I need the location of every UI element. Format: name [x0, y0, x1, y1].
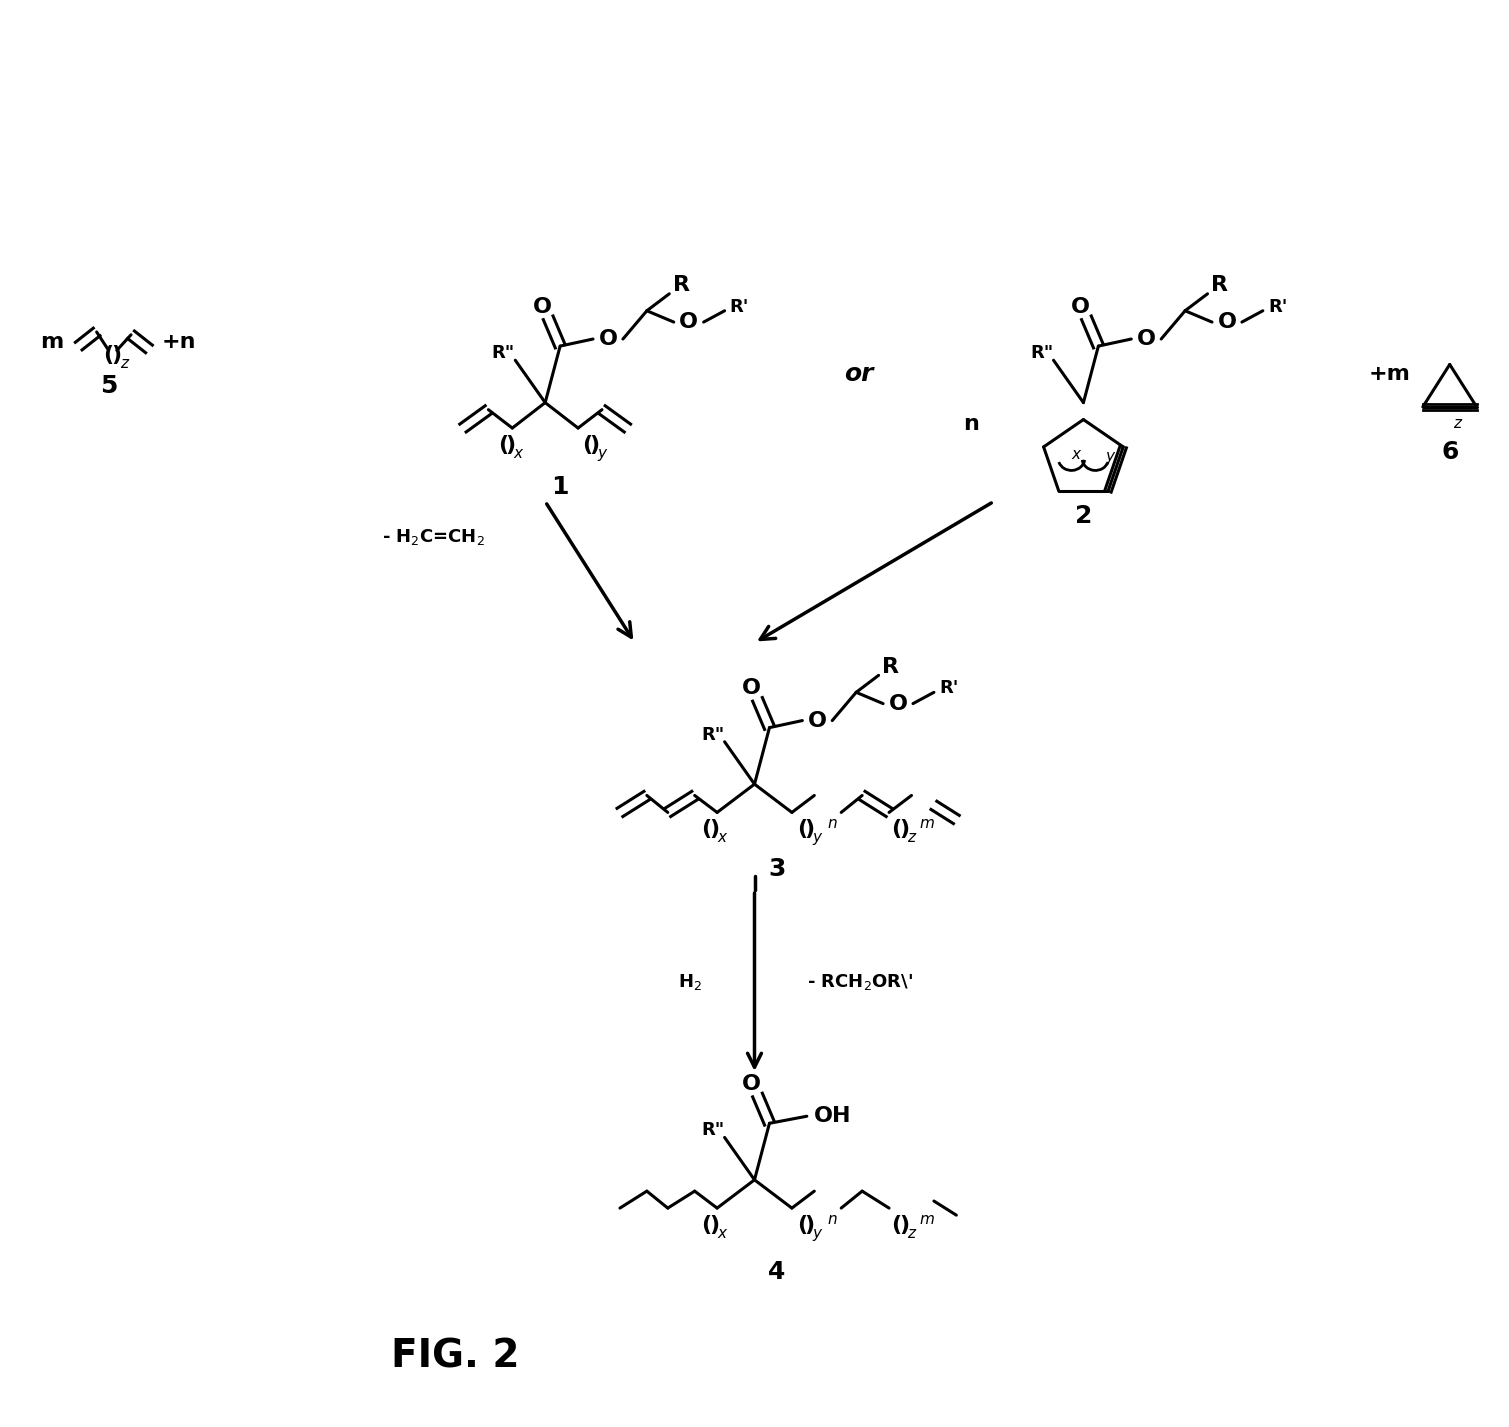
Text: y: y [598, 447, 607, 461]
Text: n: n [963, 414, 979, 434]
Text: - RCH$_2$OR\': - RCH$_2$OR\' [807, 972, 913, 992]
Text: O: O [742, 678, 761, 698]
Text: y: y [813, 831, 822, 845]
Text: (: ( [702, 1214, 712, 1234]
Text: R': R' [730, 297, 750, 315]
Text: O: O [1071, 297, 1089, 317]
Text: O: O [1218, 313, 1236, 332]
Text: or: or [845, 362, 874, 387]
Text: n: n [827, 816, 837, 831]
Text: R: R [883, 656, 899, 676]
Text: z: z [907, 1226, 916, 1241]
Text: ): ) [899, 1214, 908, 1234]
Text: (: ( [498, 435, 509, 455]
Text: R": R" [492, 344, 515, 362]
Text: ): ) [590, 435, 599, 455]
Text: 1: 1 [551, 475, 569, 499]
Text: R: R [1212, 275, 1228, 295]
Text: z: z [1453, 417, 1461, 431]
Text: (: ( [892, 819, 902, 839]
Text: 2: 2 [1074, 504, 1093, 528]
Text: m: m [919, 816, 934, 831]
Text: R": R" [702, 1122, 724, 1139]
Text: R': R' [939, 679, 958, 696]
Text: R": R" [1031, 344, 1053, 362]
Text: z: z [119, 355, 128, 371]
Text: +m: +m [1369, 364, 1411, 384]
Text: 4: 4 [768, 1260, 786, 1284]
Text: O: O [679, 313, 699, 332]
Text: ): ) [709, 1214, 720, 1234]
Text: z: z [907, 831, 916, 845]
Text: m: m [919, 1212, 934, 1227]
Text: y: y [1106, 450, 1115, 464]
Text: R': R' [1268, 297, 1287, 315]
Text: - H$_2$C=CH$_2$: - H$_2$C=CH$_2$ [382, 527, 484, 547]
Text: O: O [1136, 330, 1156, 350]
Text: ): ) [506, 435, 516, 455]
Text: x: x [1071, 448, 1080, 462]
Text: (: ( [582, 435, 592, 455]
Text: m: m [41, 332, 63, 352]
Text: O: O [533, 297, 552, 317]
Text: x: x [717, 831, 726, 845]
Text: ): ) [899, 819, 908, 839]
Text: ): ) [709, 819, 720, 839]
Text: (: ( [797, 1214, 807, 1234]
Text: 5: 5 [100, 374, 118, 398]
Text: +n: +n [161, 332, 196, 352]
Text: R: R [673, 275, 690, 295]
Text: (: ( [797, 819, 807, 839]
Text: O: O [599, 330, 617, 350]
Text: O: O [889, 694, 907, 714]
Text: ): ) [112, 344, 122, 364]
Text: 6: 6 [1441, 440, 1458, 464]
Text: (: ( [104, 344, 113, 364]
Text: y: y [813, 1226, 822, 1241]
Text: R": R" [702, 726, 724, 743]
Text: ): ) [804, 1214, 815, 1234]
Text: (: ( [702, 819, 712, 839]
Text: n: n [827, 1212, 837, 1227]
Text: x: x [513, 447, 522, 461]
Text: FIG. 2: FIG. 2 [391, 1337, 519, 1376]
Text: H$_2$: H$_2$ [678, 972, 702, 992]
Text: O: O [742, 1073, 761, 1093]
Text: OH: OH [813, 1106, 851, 1126]
Text: x: x [717, 1226, 726, 1241]
Text: 3: 3 [768, 858, 786, 880]
Text: (: ( [892, 1214, 902, 1234]
Text: ): ) [804, 819, 815, 839]
Text: O: O [807, 711, 827, 731]
